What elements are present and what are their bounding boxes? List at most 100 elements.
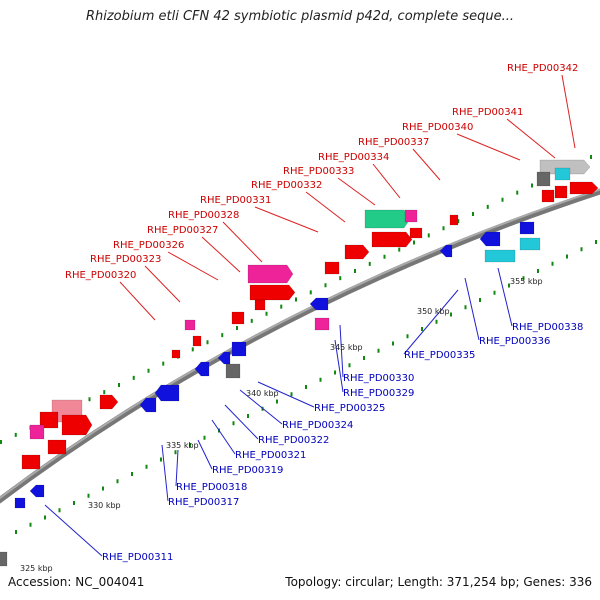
- tick-mark: [15, 530, 17, 534]
- gene-label-reverse: RHE_PD00324: [282, 420, 353, 431]
- gene-label-forward: RHE_PD00342: [507, 63, 578, 74]
- gene-feature: [249, 284, 296, 301]
- gene-label-reverse: RHE_PD00321: [235, 450, 306, 461]
- leader-line: [561, 74, 576, 149]
- tick-mark: [354, 269, 356, 273]
- gene-label-forward: RHE_PD00332: [251, 180, 322, 191]
- tick-mark: [427, 233, 430, 238]
- gene-label-forward: RHE_PD00320: [65, 270, 136, 281]
- leader-line: [197, 439, 213, 470]
- gene-label-reverse: RHE_PD00335: [404, 350, 475, 361]
- tick-mark: [501, 197, 504, 202]
- gene-feature: [231, 311, 245, 325]
- gene-feature: [194, 361, 210, 377]
- tick-mark: [450, 312, 452, 317]
- tick-mark: [377, 348, 380, 353]
- tick-mark: [324, 283, 327, 288]
- leader-line: [211, 419, 236, 455]
- gene-feature: [439, 244, 453, 258]
- gene-feature: [0, 551, 8, 567]
- backbone-circle: [0, 188, 600, 504]
- scale-label: 355 kbp: [510, 277, 543, 286]
- leader-line: [464, 277, 480, 341]
- scale-label: 335 kbp: [166, 441, 199, 450]
- tick-mark: [191, 347, 194, 352]
- tick-mark: [206, 340, 209, 345]
- gene-feature: [192, 335, 202, 347]
- leader-line: [119, 281, 156, 321]
- tick-mark: [493, 290, 496, 295]
- leader-line: [144, 265, 181, 303]
- gene-label-reverse: RHE_PD00338: [512, 322, 583, 333]
- tick-mark: [58, 508, 61, 513]
- gene-feature: [344, 244, 370, 260]
- gene-feature: [536, 171, 551, 187]
- leader-line: [257, 381, 315, 408]
- map-title: Rhizobium etli CFN 42 symbiotic plasmid …: [85, 9, 515, 24]
- tick-mark: [276, 399, 278, 404]
- gene-feature: [247, 264, 294, 284]
- tick-mark: [531, 183, 533, 188]
- tick-mark: [421, 327, 423, 331]
- tick-mark: [413, 240, 415, 245]
- gene-label-reverse: RHE_PD00322: [258, 435, 329, 446]
- tick-mark: [102, 486, 104, 491]
- tick-mark: [221, 333, 224, 338]
- leader-line: [175, 449, 179, 487]
- gene-feature: [519, 237, 541, 251]
- tick-mark: [442, 226, 445, 231]
- tick-mark: [305, 385, 307, 389]
- gene-feature: [479, 231, 501, 247]
- tick-mark: [398, 247, 401, 252]
- gene-feature: [139, 397, 157, 413]
- leader-line: [239, 389, 283, 425]
- gene-feature: [171, 349, 181, 359]
- tick-mark: [363, 356, 365, 360]
- gene-feature: [519, 221, 535, 235]
- gene-feature: [324, 261, 340, 275]
- tick-mark: [162, 361, 165, 366]
- gene-feature: [409, 227, 423, 239]
- tick-mark: [118, 383, 120, 387]
- leader-line: [334, 339, 344, 393]
- gene-feature: [309, 297, 329, 311]
- tick-mark: [131, 472, 133, 476]
- tick-mark: [189, 443, 191, 447]
- gene-label-reverse: RHE_PD00336: [479, 336, 550, 347]
- gene-label-forward: RHE_PD00328: [168, 210, 239, 221]
- gene-feature: [541, 189, 555, 203]
- scale-label: 350 kbp: [417, 307, 450, 316]
- tick-mark: [472, 212, 474, 216]
- gene-label-reverse: RHE_PD00319: [212, 465, 283, 476]
- tick-mark: [44, 515, 46, 520]
- tick-mark: [103, 390, 106, 395]
- tick-mark: [595, 240, 597, 244]
- gene-feature: [184, 319, 196, 331]
- scale-label: 345 kbp: [330, 343, 363, 352]
- leader-line: [497, 267, 513, 327]
- gene-label-reverse: RHE_PD00317: [168, 497, 239, 508]
- gene-label-reverse: RHE_PD00329: [343, 388, 414, 399]
- gene-feature: [99, 394, 119, 410]
- leader-line: [506, 118, 556, 159]
- tick-mark: [280, 304, 283, 309]
- gene-label-reverse: RHE_PD00330: [343, 373, 414, 384]
- topology-summary: Topology: circular; Length: 371,254 bp; …: [285, 575, 592, 589]
- label-leader-lines: [44, 74, 576, 557]
- tick-mark: [339, 276, 342, 281]
- gene-feature: [29, 484, 45, 498]
- leader-line: [339, 324, 344, 378]
- tick-mark: [203, 435, 206, 440]
- tick-mark: [88, 397, 91, 402]
- tick-mark: [537, 269, 539, 273]
- gene-feature: [554, 167, 571, 181]
- tick-mark: [383, 254, 386, 259]
- leader-line: [372, 163, 401, 199]
- gene-feature: [39, 411, 59, 429]
- gene-feature: [314, 317, 330, 331]
- tick-mark: [435, 319, 438, 324]
- leader-line: [305, 191, 346, 223]
- gene-label-reverse: RHE_PD00325: [314, 403, 385, 414]
- scale-label: 340 kbp: [246, 389, 279, 398]
- tick-mark: [348, 363, 351, 368]
